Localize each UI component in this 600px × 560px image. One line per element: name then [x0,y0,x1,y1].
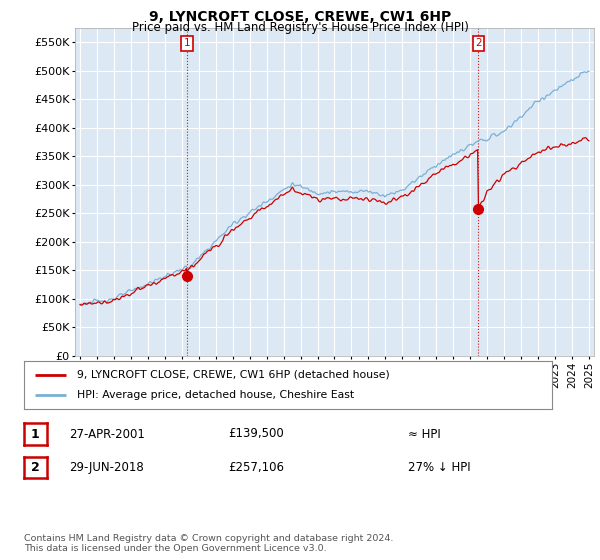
Text: 2: 2 [31,461,40,474]
Text: £257,106: £257,106 [228,461,284,474]
Text: 9, LYNCROFT CLOSE, CREWE, CW1 6HP: 9, LYNCROFT CLOSE, CREWE, CW1 6HP [149,10,451,24]
Text: 9, LYNCROFT CLOSE, CREWE, CW1 6HP (detached house): 9, LYNCROFT CLOSE, CREWE, CW1 6HP (detac… [77,370,389,380]
Text: Contains HM Land Registry data © Crown copyright and database right 2024.
This d: Contains HM Land Registry data © Crown c… [24,534,394,553]
Text: 29-JUN-2018: 29-JUN-2018 [69,461,144,474]
Text: ≈ HPI: ≈ HPI [408,427,441,441]
Text: 27-APR-2001: 27-APR-2001 [69,427,145,441]
Text: £139,500: £139,500 [228,427,284,441]
Text: 2: 2 [475,39,482,48]
Text: HPI: Average price, detached house, Cheshire East: HPI: Average price, detached house, Ches… [77,390,354,400]
Text: 1: 1 [184,39,191,48]
Text: 27% ↓ HPI: 27% ↓ HPI [408,461,470,474]
Text: 1: 1 [31,427,40,441]
Text: Price paid vs. HM Land Registry's House Price Index (HPI): Price paid vs. HM Land Registry's House … [131,21,469,34]
